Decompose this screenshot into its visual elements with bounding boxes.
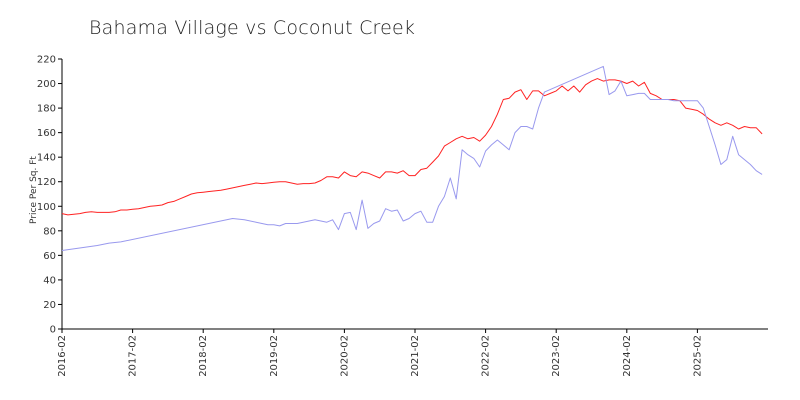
x-tick-label: 2024-02: [622, 335, 633, 377]
y-tick-label: 40: [43, 275, 56, 286]
y-tick-label: 220: [37, 55, 56, 66]
x-tick-label: 2022-02: [481, 335, 492, 377]
x-tick-label: 2016-02: [57, 335, 68, 377]
chart-title: Bahama Village vs Coconut Creek: [89, 17, 416, 39]
x-tick-label: 2020-02: [339, 335, 350, 377]
x-tick-label: 2019-02: [269, 335, 280, 377]
y-axis: 0 20 40 60 80 100 120 140 160 180 200 220: [37, 55, 63, 336]
y-tick-label: 0: [50, 325, 56, 336]
x-tick-label: 2021-02: [410, 335, 421, 377]
y-tick-label: 180: [37, 104, 56, 115]
x-tick-label: 2025-02: [692, 335, 703, 377]
y-tick-label: 120: [37, 177, 56, 188]
y-tick-label: 60: [43, 251, 56, 262]
series-layer: [61, 65, 763, 251]
series-line-2: [61, 65, 763, 251]
series-line-1: [61, 78, 763, 216]
x-tick-label: 2023-02: [551, 335, 562, 377]
y-tick-label: 80: [43, 226, 56, 237]
y-axis-label: Price Per Sq. Ft: [29, 156, 39, 224]
y-tick-label: 140: [37, 153, 56, 164]
y-tick-label: 200: [37, 79, 56, 90]
x-tick-label: 2018-02: [198, 335, 209, 377]
y-tick-label: 100: [37, 202, 56, 213]
y-tick-label: 20: [43, 300, 56, 311]
y-tick-label: 160: [37, 128, 56, 139]
x-axis: 2016-02 2017-02 2018-02 2019-02 2020-02 2021-…: [57, 328, 768, 377]
x-tick-label: 2017-02: [128, 335, 139, 377]
